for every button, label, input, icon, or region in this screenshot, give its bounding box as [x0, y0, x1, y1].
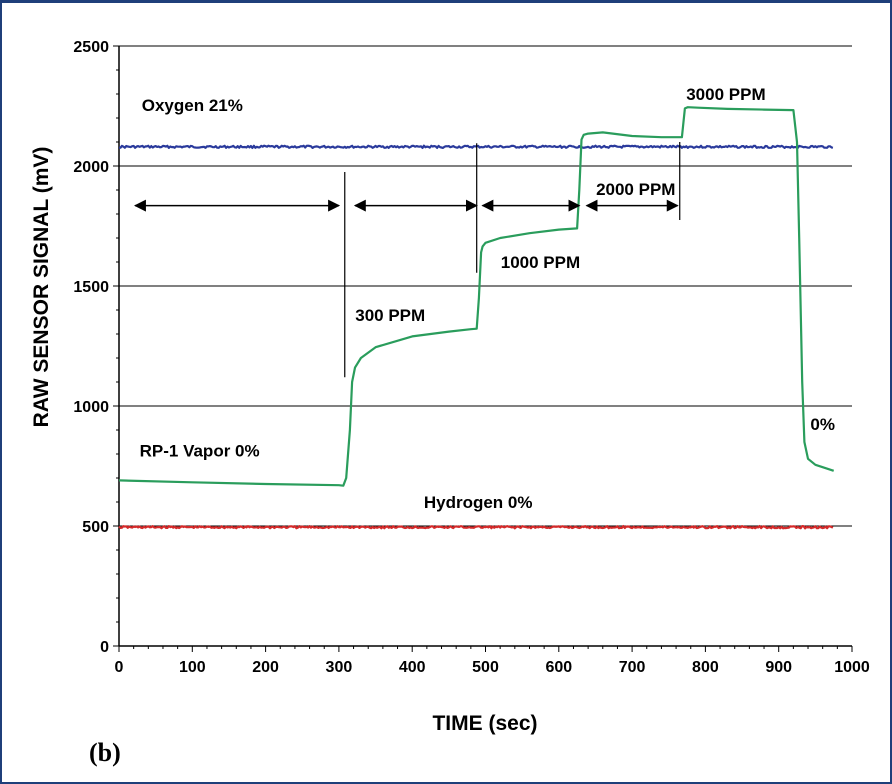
annotation-0: Oxygen 21% — [142, 96, 243, 115]
x-tick-label-300: 300 — [326, 659, 353, 676]
y-tick-label-500: 500 — [82, 519, 109, 536]
annotation-4: 1000 PPM — [501, 253, 580, 272]
x-tick-label-700: 700 — [619, 659, 646, 676]
annotation-2: RP-1 Vapor 0% — [140, 441, 260, 460]
annotation-1: Hydrogen 0% — [424, 493, 533, 512]
y-axis-title: RAW SENSOR SIGNAL (mV) — [30, 147, 53, 428]
y-tick-label-1500: 1500 — [73, 279, 109, 296]
x-tick-label-200: 200 — [252, 659, 279, 676]
x-tick-label-800: 800 — [692, 659, 719, 676]
x-tick-label-900: 900 — [765, 659, 792, 676]
grid-layer — [119, 45, 852, 527]
marker-layer — [133, 142, 681, 378]
x-tick-label-500: 500 — [472, 659, 499, 676]
x-tick-label-100: 100 — [179, 659, 206, 676]
y-tick-label-1000: 1000 — [73, 399, 109, 416]
y-tick-label-2000: 2000 — [73, 159, 109, 176]
series-line-1 — [118, 524, 834, 530]
x-axis-title: TIME (sec) — [432, 712, 537, 735]
series-line-0 — [119, 144, 834, 149]
annotation-6: 3000 PPM — [686, 85, 765, 104]
x-tick-label-400: 400 — [399, 659, 426, 676]
x-tick-label-0: 0 — [115, 659, 124, 676]
chart-svg: 0 500 1000 1500 2000 2500 0 100 200 300 400 500 600 7… — [30, 39, 870, 767]
annotation-5: 2000 PPM — [596, 180, 675, 199]
annotation-3: 300 PPM — [355, 306, 425, 325]
panel-label: (b) — [89, 738, 121, 767]
x-tick-label-600: 600 — [545, 659, 572, 676]
axis-layer: 0 500 1000 1500 2000 2500 0 100 200 300 400 500 600 7… — [73, 39, 869, 676]
x-tick-label-1000: 1000 — [834, 659, 870, 676]
annotation-layer: Oxygen 21% Hydrogen 0% RP-1 Vapor 0% 300 PP… — [140, 85, 835, 512]
y-tick-label-0: 0 — [100, 639, 109, 656]
y-tick-label-2500: 2500 — [73, 39, 109, 56]
annotation-7: 0% — [810, 415, 835, 434]
